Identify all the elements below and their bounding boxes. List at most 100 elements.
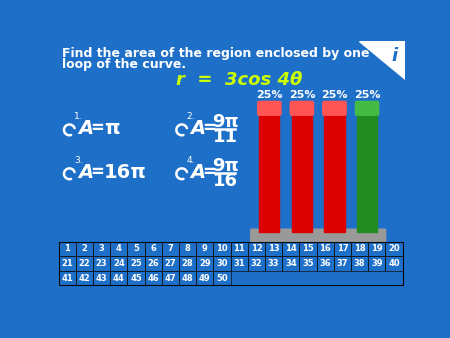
Text: 4: 4	[116, 244, 122, 254]
Bar	[357, 104, 377, 232]
Text: 5: 5	[133, 244, 139, 254]
Text: Find the area of the region enclosed by one: Find the area of the region enclosed by …	[63, 47, 370, 60]
Text: 2: 2	[81, 244, 87, 254]
Text: 16: 16	[320, 244, 331, 254]
Text: 16π: 16π	[104, 163, 147, 182]
Text: 11: 11	[213, 128, 238, 146]
Bar	[76, 256, 93, 271]
Text: 42: 42	[78, 273, 90, 283]
Bar	[196, 271, 213, 285]
Text: 41: 41	[61, 273, 73, 283]
Bar	[248, 242, 265, 256]
FancyBboxPatch shape	[323, 101, 346, 115]
Text: 47: 47	[165, 273, 176, 283]
Text: 50: 50	[216, 273, 228, 283]
Bar	[368, 256, 386, 271]
Bar	[58, 242, 76, 256]
Text: 25%: 25%	[289, 90, 315, 100]
Bar	[110, 256, 127, 271]
Text: r  =  3cos 4θ: r = 3cos 4θ	[176, 71, 303, 89]
Text: 39: 39	[371, 259, 382, 268]
Bar	[282, 256, 299, 271]
Bar	[213, 271, 230, 285]
Bar	[110, 271, 127, 285]
Text: 21: 21	[61, 259, 73, 268]
Bar	[213, 242, 230, 256]
Text: 25: 25	[130, 259, 142, 268]
Bar	[144, 271, 162, 285]
Bar	[93, 256, 110, 271]
Bar	[265, 256, 282, 271]
Text: 38: 38	[354, 259, 365, 268]
Bar	[58, 271, 76, 285]
Text: 7: 7	[167, 244, 173, 254]
Text: 6: 6	[150, 244, 156, 254]
Text: 26: 26	[147, 259, 159, 268]
Text: A: A	[78, 163, 93, 182]
Text: 34: 34	[285, 259, 297, 268]
Text: =: =	[202, 119, 216, 137]
Text: 13: 13	[268, 244, 279, 254]
Text: 18: 18	[354, 244, 365, 254]
Bar	[58, 256, 76, 271]
Text: 25%: 25%	[256, 90, 283, 100]
Bar	[58, 242, 403, 285]
Text: 43: 43	[96, 273, 108, 283]
Text: 10: 10	[216, 244, 228, 254]
Bar	[179, 256, 196, 271]
Text: 3.: 3.	[74, 155, 83, 165]
Text: 35: 35	[302, 259, 314, 268]
Text: 28: 28	[182, 259, 194, 268]
Text: 33: 33	[268, 259, 279, 268]
Bar	[334, 242, 351, 256]
Text: 9π: 9π	[212, 157, 238, 175]
FancyBboxPatch shape	[258, 101, 281, 115]
Text: 11: 11	[234, 244, 245, 254]
Text: 32: 32	[251, 259, 262, 268]
Text: A: A	[190, 163, 206, 182]
Text: A: A	[190, 119, 206, 138]
Text: =: =	[90, 119, 104, 137]
Text: 45: 45	[130, 273, 142, 283]
Bar	[127, 271, 144, 285]
Bar	[334, 256, 351, 271]
Bar	[144, 242, 162, 256]
Bar	[127, 242, 144, 256]
Text: 24: 24	[113, 259, 125, 268]
Text: 4.: 4.	[186, 155, 195, 165]
Text: 16: 16	[213, 172, 238, 190]
Text: 29: 29	[199, 259, 211, 268]
Text: 22: 22	[78, 259, 90, 268]
Bar	[179, 242, 196, 256]
Text: π: π	[104, 119, 120, 138]
Text: 31: 31	[234, 259, 245, 268]
Text: 9: 9	[202, 244, 208, 254]
Text: 30: 30	[216, 259, 228, 268]
Bar	[179, 271, 196, 285]
Text: loop of the curve.: loop of the curve.	[63, 58, 187, 71]
Bar	[351, 242, 368, 256]
Bar	[299, 242, 317, 256]
FancyBboxPatch shape	[290, 101, 314, 115]
Bar	[317, 242, 334, 256]
Text: A: A	[78, 119, 93, 138]
Bar	[162, 242, 179, 256]
Bar	[386, 242, 403, 256]
Text: 25%: 25%	[321, 90, 348, 100]
Bar	[144, 256, 162, 271]
Bar	[230, 256, 248, 271]
Text: 19: 19	[371, 244, 382, 254]
Bar	[299, 256, 317, 271]
Bar	[292, 104, 312, 232]
Text: 44: 44	[113, 273, 125, 283]
Bar	[93, 271, 110, 285]
Bar	[230, 242, 248, 256]
Text: 1.: 1.	[74, 112, 83, 121]
Bar	[76, 271, 93, 285]
Text: 8: 8	[185, 244, 190, 254]
Text: 46: 46	[147, 273, 159, 283]
Text: 27: 27	[165, 259, 176, 268]
Bar	[213, 256, 230, 271]
Text: i: i	[391, 47, 397, 65]
Text: 3: 3	[99, 244, 104, 254]
